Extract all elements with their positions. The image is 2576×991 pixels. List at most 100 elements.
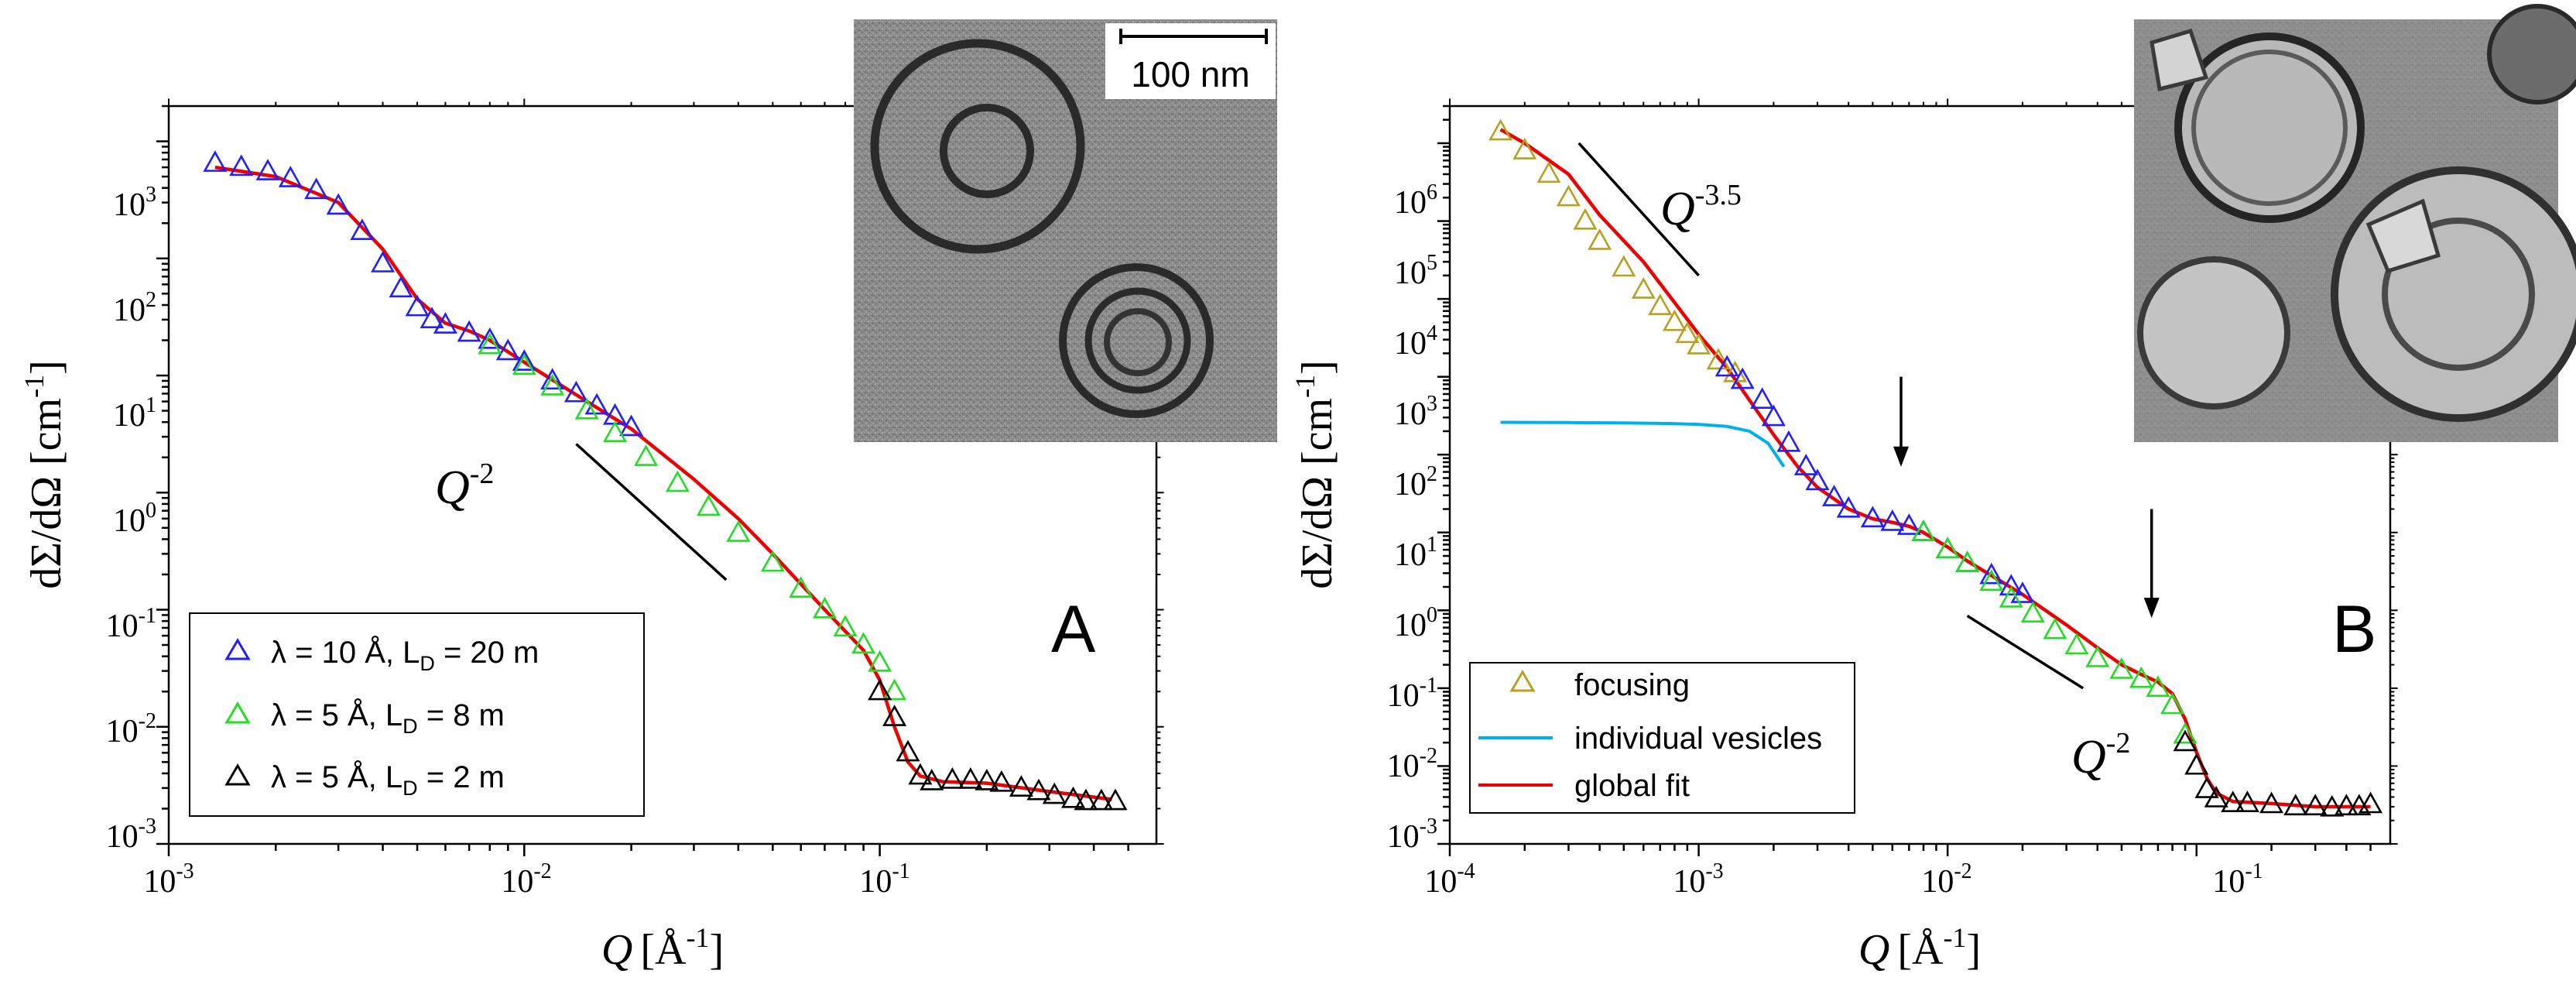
data-point bbox=[420, 307, 444, 328]
y-axis-title: dΣ/dΩ [cm-1] bbox=[19, 360, 70, 589]
inset-micrograph bbox=[2134, 4, 2576, 442]
y-tick-labels: 10-3 10-2 10-1 100 101 102 103 bbox=[106, 183, 156, 855]
panel-label-a: A bbox=[1051, 592, 1096, 667]
data-point bbox=[1730, 367, 1755, 389]
data-point bbox=[882, 678, 907, 701]
data-point bbox=[940, 767, 964, 789]
x-tick-label: 10-2 bbox=[501, 859, 551, 900]
data-point bbox=[1706, 348, 1731, 370]
y-axis-title: dΣ/dΩ [cm-1] bbox=[1290, 360, 1341, 589]
data-point bbox=[2303, 794, 2328, 816]
global-fit-line bbox=[214, 165, 1112, 801]
data-point bbox=[405, 294, 430, 317]
slope-label-q2: Q-2 bbox=[435, 458, 494, 514]
data-point bbox=[304, 177, 329, 200]
data-point bbox=[789, 576, 814, 598]
data-point bbox=[2146, 675, 2170, 697]
data-point bbox=[2194, 777, 2219, 798]
data-point bbox=[1631, 276, 1656, 299]
legend: focusing individual vesicles global fit bbox=[1469, 662, 1855, 814]
data-point bbox=[478, 332, 502, 355]
data-point bbox=[1488, 118, 1513, 141]
y-tick-label: 104 bbox=[1394, 321, 1437, 362]
y-tick-label: 10-3 bbox=[1387, 814, 1437, 855]
x-tick-label: 10-2 bbox=[1921, 859, 1971, 900]
legend-entry: λ = 5 Å, LD = 8 m bbox=[224, 698, 505, 738]
y-tick-label: 101 bbox=[1394, 533, 1437, 573]
data-point bbox=[2173, 722, 2197, 744]
data-point bbox=[1750, 387, 1775, 410]
y-tick-label: 102 bbox=[113, 288, 156, 328]
data-point bbox=[851, 632, 876, 654]
slope-label-q35: Q-3.5 bbox=[1660, 179, 1742, 235]
data-point bbox=[584, 393, 609, 415]
data-point bbox=[1573, 207, 1598, 230]
data-point bbox=[1648, 293, 1673, 315]
legend-marker bbox=[224, 763, 251, 786]
data-point bbox=[908, 763, 933, 785]
data-point bbox=[1588, 228, 1612, 250]
data-point bbox=[2221, 790, 2245, 812]
data-point bbox=[1026, 778, 1051, 801]
data-point bbox=[812, 596, 837, 619]
data-point bbox=[1761, 404, 1786, 427]
data-point bbox=[1880, 509, 1905, 531]
fit-curve bbox=[214, 165, 1112, 801]
data-point bbox=[1979, 562, 2004, 585]
data-point bbox=[1060, 786, 1086, 808]
vesicle-outline bbox=[2137, 256, 2290, 410]
data-point bbox=[1822, 485, 1847, 506]
data-point bbox=[2043, 617, 2067, 640]
data-point bbox=[1979, 569, 2004, 592]
legend-label: λ = 5 Å, LD = 2 m bbox=[271, 760, 505, 800]
axis-ticks bbox=[156, 98, 1164, 856]
data-point bbox=[1999, 585, 2023, 608]
vesicle-outline bbox=[2382, 218, 2535, 371]
y-tick-label: 100 bbox=[1394, 603, 1437, 643]
legend-entry: λ = 10 Å, LD = 20 m bbox=[224, 635, 539, 675]
data-point bbox=[1089, 788, 1114, 811]
legend-marker bbox=[224, 701, 251, 724]
legend-entry: individual vesicles bbox=[1478, 722, 1822, 756]
legend-marker bbox=[224, 638, 251, 660]
data-point bbox=[958, 767, 983, 789]
data-point bbox=[2129, 666, 2153, 688]
data-point bbox=[2259, 791, 2284, 814]
data-point bbox=[1662, 309, 1687, 331]
data-point bbox=[278, 166, 303, 187]
x-tick-label: 10-4 bbox=[1424, 859, 1475, 900]
data-point bbox=[574, 397, 599, 420]
data-point bbox=[920, 768, 944, 790]
y-tick-label: 103 bbox=[1394, 392, 1437, 432]
y-tick-label: 10-3 bbox=[106, 814, 156, 855]
x-tick-labels: 10-3 10-2 10-1 bbox=[143, 859, 909, 900]
data-point bbox=[371, 251, 396, 273]
vesicle-outline bbox=[2191, 50, 2348, 206]
legend-label: λ = 10 Å, LD = 20 m bbox=[271, 635, 539, 675]
legend-box bbox=[189, 612, 645, 817]
y-tick-label: 10-2 bbox=[1387, 744, 1437, 784]
vesicle-outline bbox=[1084, 287, 1191, 394]
inset-micrograph: 100 nm bbox=[854, 19, 1277, 442]
legend-entry: focusing bbox=[1509, 668, 1690, 702]
legend-entry: λ = 5 Å, LD = 2 m bbox=[224, 760, 505, 800]
data-point bbox=[1009, 775, 1033, 797]
data-point bbox=[2085, 645, 2110, 667]
data-point bbox=[2283, 794, 2308, 816]
data-point bbox=[2109, 657, 2134, 679]
data-point bbox=[696, 494, 721, 516]
membrane-fragment bbox=[2150, 28, 2209, 92]
y-tick-label: 10-2 bbox=[106, 709, 156, 749]
data-point bbox=[478, 327, 502, 349]
arrow-head bbox=[1893, 446, 1910, 467]
y-tick-labels: 10-3 10-2 10-1 100 101 102 103 104 105 1… bbox=[1387, 180, 1437, 855]
y-tick-label: 102 bbox=[1394, 462, 1437, 502]
chart-panel-b: 10-3 10-2 10-1 100 101 102 103 104 105 1… bbox=[1290, 4, 2576, 974]
y-tick-label: 106 bbox=[1394, 180, 1437, 221]
data-point bbox=[1536, 161, 1561, 183]
vesicle-outline bbox=[1104, 308, 1172, 376]
data-point bbox=[255, 159, 280, 180]
data-point bbox=[1955, 550, 1980, 572]
data-point bbox=[1042, 782, 1067, 804]
data-point bbox=[2358, 791, 2383, 814]
